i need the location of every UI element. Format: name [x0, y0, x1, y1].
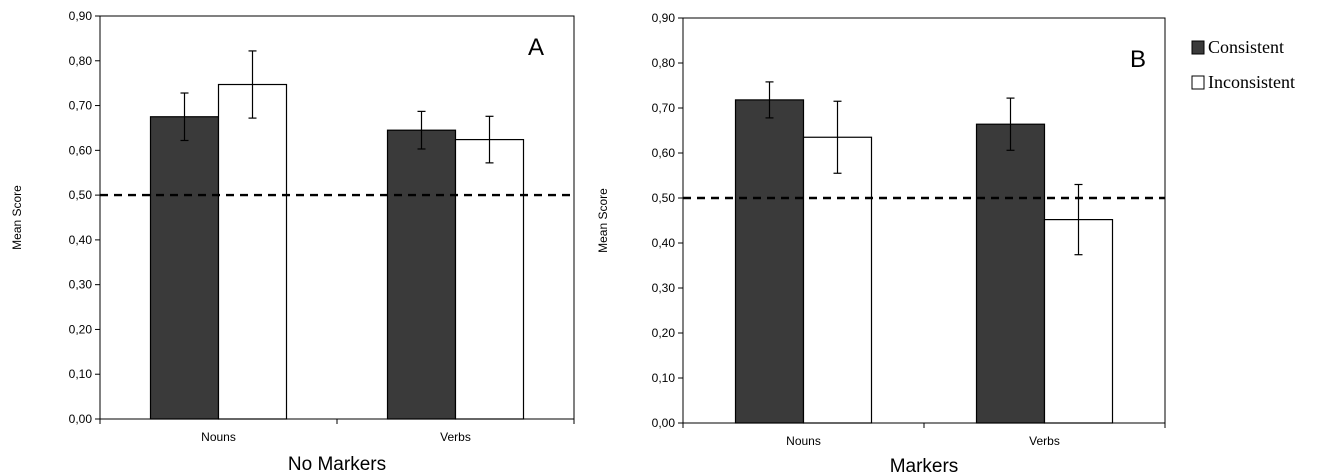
x-axis-title: No Markers — [288, 454, 386, 475]
legend-swatch-inconsistent — [1191, 75, 1205, 90]
y-axis-label: Mean Score — [596, 188, 610, 253]
chart-panel-b: 0,00 0,10 0,20 0,30 0,40 0,50 0,60 0,70 0,80 0,90… — [596, 11, 1166, 476]
bar-inconsistent-verbs — [454, 138, 525, 420]
bar-consistent-verbs — [975, 123, 1046, 424]
legend-label-inconsistent: Inconsistent — [1208, 72, 1295, 92]
y-tick-label: 0,50 — [69, 188, 93, 202]
y-tick-label: 0,30 — [652, 281, 676, 295]
y-tick-label: 0,10 — [652, 371, 676, 385]
y-axis-label: Mean Score — [10, 185, 24, 250]
y-tick-label: 0,40 — [652, 236, 676, 250]
y-tick-label: 0,00 — [69, 412, 93, 426]
y-tick-label: 0,60 — [69, 143, 93, 157]
x-category-label: Verbs — [1029, 434, 1060, 448]
x-category-label: Nouns — [786, 434, 821, 448]
y-tick-label: 0,90 — [69, 9, 93, 23]
x-category-label: Verbs — [440, 430, 471, 444]
bar-consistent-nouns — [149, 116, 220, 420]
y-tick-label: 0,30 — [69, 278, 93, 292]
y-tick-label: 0,60 — [652, 146, 676, 160]
y-tick-label: 0,70 — [69, 99, 93, 113]
y-tick-label: 0,10 — [69, 367, 93, 381]
legend: Consistent Inconsistent — [1191, 37, 1295, 92]
panel-label: A — [528, 34, 544, 61]
y-tick-label: 0,40 — [69, 233, 93, 247]
legend-label-consistent: Consistent — [1208, 37, 1284, 57]
legend-item-inconsistent: Inconsistent — [1191, 72, 1295, 92]
legend-item-consistent: Consistent — [1191, 37, 1284, 57]
y-tick-label: 0,50 — [652, 191, 676, 205]
y-tick-label: 0,90 — [652, 11, 676, 25]
bar-consistent-nouns — [734, 99, 805, 424]
bar-consistent-verbs — [386, 129, 457, 420]
y-tick-label: 0,00 — [652, 416, 676, 430]
legend-swatch-consistent — [1191, 40, 1205, 55]
bar-inconsistent-nouns — [802, 136, 873, 424]
chart-panel-a: 0,00 0,10 0,20 0,30 0,40 0,50 0,60 0,70 0,80 0,90… — [10, 9, 575, 475]
x-axis-title: Markers — [890, 456, 959, 476]
y-tick-label: 0,20 — [652, 326, 676, 340]
x-category-label: Nouns — [201, 430, 236, 444]
bar-inconsistent-nouns — [217, 83, 288, 420]
y-tick-label: 0,20 — [69, 322, 93, 336]
y-tick-label: 0,80 — [69, 54, 93, 68]
panel-label: B — [1130, 46, 1146, 73]
y-tick-label: 0,80 — [652, 56, 676, 70]
y-tick-label: 0,70 — [652, 101, 676, 115]
